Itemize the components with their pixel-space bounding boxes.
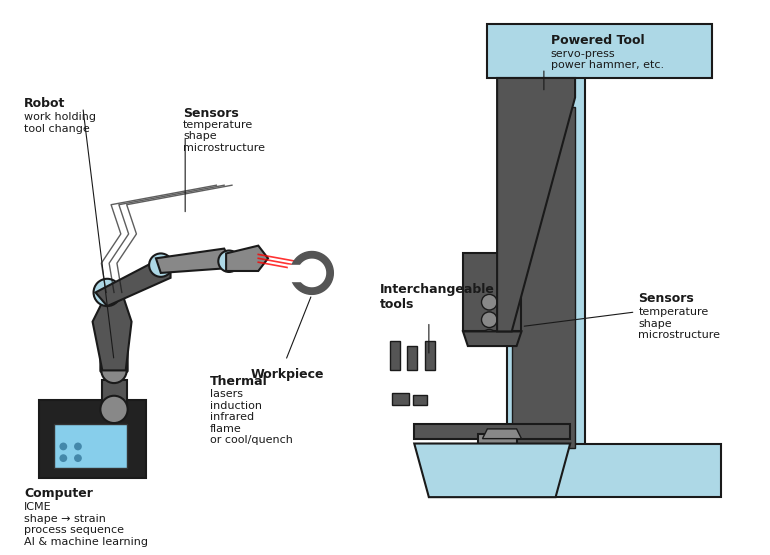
- Circle shape: [93, 279, 121, 306]
- Circle shape: [524, 78, 564, 117]
- Circle shape: [74, 442, 82, 450]
- Polygon shape: [287, 265, 312, 281]
- Polygon shape: [95, 258, 170, 306]
- Bar: [463, 254, 521, 331]
- Bar: [487, 24, 711, 78]
- FancyBboxPatch shape: [100, 320, 128, 372]
- Polygon shape: [156, 249, 229, 273]
- Polygon shape: [463, 331, 521, 346]
- Circle shape: [481, 330, 497, 345]
- Text: Interchangeable
tools: Interchangeable tools: [380, 282, 495, 311]
- Circle shape: [59, 442, 67, 450]
- Bar: [507, 49, 585, 487]
- Bar: [429, 443, 721, 497]
- Polygon shape: [290, 251, 333, 294]
- Text: Powered Tool: Powered Tool: [551, 34, 644, 47]
- Bar: [512, 107, 575, 448]
- Bar: [102, 380, 127, 410]
- Bar: [477, 434, 517, 458]
- Polygon shape: [298, 259, 326, 286]
- Text: Sensors: Sensors: [183, 107, 239, 120]
- Polygon shape: [226, 246, 268, 271]
- Circle shape: [100, 396, 128, 423]
- Circle shape: [102, 358, 127, 383]
- Text: temperature
shape
microstructure: temperature shape microstructure: [638, 307, 721, 340]
- Text: lasers
induction
infrared
flame
or cool/quench: lasers induction infrared flame or cool/…: [209, 389, 293, 445]
- Bar: [425, 341, 435, 370]
- Polygon shape: [483, 429, 521, 438]
- Bar: [54, 424, 127, 468]
- Circle shape: [149, 254, 172, 277]
- Bar: [39, 400, 146, 478]
- Bar: [392, 393, 410, 405]
- Text: temperature
shape
microstructure: temperature shape microstructure: [183, 120, 265, 153]
- Text: Robot: Robot: [25, 98, 65, 110]
- Circle shape: [74, 454, 82, 462]
- Text: Thermal: Thermal: [209, 375, 267, 388]
- Circle shape: [219, 250, 239, 272]
- Bar: [407, 346, 417, 370]
- Text: work holding
tool change: work holding tool change: [25, 112, 96, 134]
- Text: servo-press
power hammer, etc.: servo-press power hammer, etc.: [551, 49, 664, 70]
- Text: Sensors: Sensors: [638, 292, 695, 305]
- Text: ICME
shape → strain
process sequence
AI & machine learning: ICME shape → strain process sequence AI …: [25, 502, 149, 547]
- Bar: [413, 395, 427, 405]
- Polygon shape: [497, 78, 575, 331]
- Polygon shape: [92, 292, 132, 370]
- Bar: [414, 424, 571, 438]
- Circle shape: [59, 454, 67, 462]
- Text: Computer: Computer: [25, 487, 93, 501]
- Polygon shape: [414, 443, 571, 497]
- Bar: [390, 341, 400, 370]
- Text: Workpiece: Workpiece: [250, 369, 324, 381]
- Circle shape: [481, 312, 497, 327]
- Circle shape: [481, 294, 497, 310]
